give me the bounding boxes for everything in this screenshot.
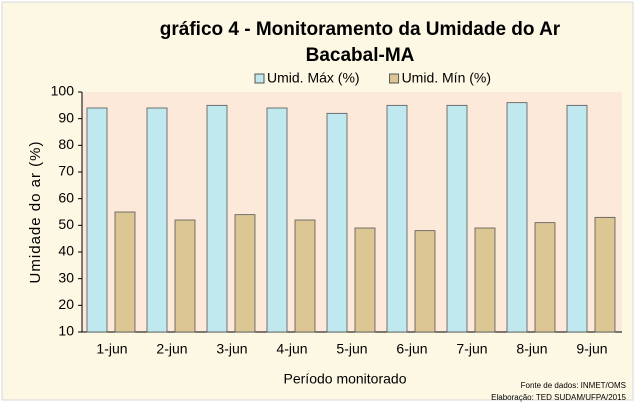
credit-note: Elaboração: TED SUDAM/UFPA/2015 (491, 393, 626, 402)
bar (326, 112, 348, 333)
y-tick-label: 20 (58, 296, 74, 312)
x-tick-label: 1-jun (96, 341, 127, 357)
legend-label: Umid. Mín (%) (402, 70, 491, 86)
x-tick-label: 7-jun (456, 341, 487, 357)
y-tick-label: 60 (58, 189, 74, 205)
x-tick-label: 3-jun (216, 341, 247, 357)
x-tick-label: 6-jun (396, 341, 427, 357)
legend-swatch (254, 73, 265, 84)
bar (566, 104, 588, 333)
chart-subtitle: Bacabal-MA (306, 45, 415, 66)
y-tick-label: 30 (58, 269, 74, 285)
legend-swatch (389, 73, 400, 84)
bar (206, 104, 228, 333)
y-tick-label: 10 (58, 323, 74, 339)
y-tick-label: 90 (58, 109, 74, 125)
y-tick-label: 100 (51, 83, 75, 99)
y-tick-label: 50 (58, 216, 74, 232)
x-tick-label: 5-jun (336, 341, 367, 357)
x-axis-label: Período monitorado (284, 371, 407, 387)
bar (446, 104, 468, 333)
bar (506, 102, 528, 333)
bar (386, 104, 408, 333)
bar (114, 211, 136, 333)
source-note: Fonte de dados: INMET/OMS (521, 381, 626, 390)
bar (174, 219, 196, 333)
x-tick-label: 4-jun (276, 341, 307, 357)
bar (354, 227, 376, 333)
bar (146, 107, 168, 333)
y-axis-label: Umidade do ar (%) (27, 141, 44, 284)
x-tick-label: 2-jun (156, 341, 187, 357)
bar (294, 219, 316, 333)
bar (234, 214, 256, 333)
x-tick-label: 9-jun (576, 341, 607, 357)
chart-title: gráfico 4 - Monitoramento da Umidade do … (160, 19, 561, 40)
x-tick-label: 8-jun (516, 341, 547, 357)
bar (534, 222, 556, 333)
legend-label: Umid. Máx (%) (267, 70, 360, 86)
y-tick-label: 40 (58, 243, 74, 259)
y-tick-label: 70 (58, 163, 74, 179)
bar (86, 107, 108, 333)
bar (414, 230, 436, 333)
bar (474, 227, 496, 333)
bar (594, 216, 616, 333)
y-tick-label: 80 (58, 136, 74, 152)
plot-area (82, 92, 622, 332)
bar (266, 107, 288, 333)
